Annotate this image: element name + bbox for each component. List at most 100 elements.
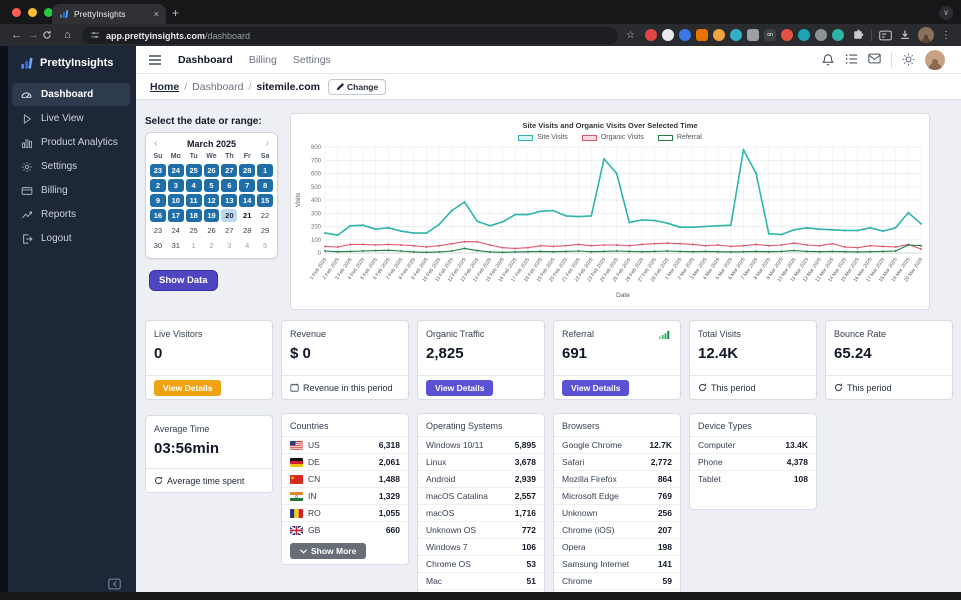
sidebar-item-dashboard[interactable]: Dashboard bbox=[12, 83, 130, 106]
sidebar-item-billing[interactable]: Billing bbox=[12, 179, 130, 202]
browser-tab[interactable]: PrettyInsights × bbox=[52, 4, 166, 24]
calendar-day[interactable]: 25 bbox=[185, 164, 202, 177]
calendar-day[interactable]: 18 bbox=[185, 209, 202, 222]
extension-icon[interactable] bbox=[797, 29, 810, 41]
show-data-button[interactable]: Show Data bbox=[149, 270, 218, 291]
extensions-puzzle-icon[interactable] bbox=[852, 29, 864, 41]
view-details-button[interactable]: View Details bbox=[154, 379, 222, 396]
calendar-day[interactable]: 31 bbox=[171, 241, 180, 250]
calendar-day[interactable]: 27 bbox=[225, 226, 234, 235]
downloads-icon[interactable] bbox=[899, 29, 911, 41]
bookmark-star-icon[interactable]: ☆ bbox=[626, 29, 635, 41]
window-controls[interactable] bbox=[12, 8, 53, 17]
view-details-button[interactable]: View Details bbox=[562, 379, 630, 396]
calendar-prev-icon[interactable]: ‹ bbox=[154, 138, 158, 149]
extension-icon[interactable] bbox=[746, 29, 759, 41]
sidebar-item-reports[interactable]: Reports bbox=[12, 203, 130, 226]
calendar-day[interactable]: 26 bbox=[207, 226, 216, 235]
calendar-day[interactable]: 2 bbox=[150, 179, 166, 192]
calendar-day[interactable]: 19 bbox=[203, 209, 220, 222]
extension-icon[interactable] bbox=[678, 29, 691, 41]
calendar-day[interactable]: 10 bbox=[167, 194, 184, 207]
change-site-button[interactable]: Change bbox=[328, 78, 387, 95]
calendar-day[interactable]: 29 bbox=[260, 226, 270, 235]
calendar-day[interactable]: 22 bbox=[260, 211, 270, 220]
extension-icon[interactable] bbox=[729, 29, 742, 41]
brand[interactable]: PrettyInsights bbox=[20, 56, 113, 70]
show-more-button[interactable]: Show More bbox=[290, 543, 367, 559]
calendar-day[interactable]: 12 bbox=[203, 194, 220, 207]
profile-badge-icon[interactable] bbox=[879, 30, 892, 41]
hamburger-icon[interactable] bbox=[148, 54, 162, 66]
calendar-next-icon[interactable]: › bbox=[265, 138, 269, 149]
calendar-day[interactable]: 5 bbox=[262, 241, 268, 250]
calendar-day[interactable]: 2 bbox=[209, 241, 214, 250]
close-window-button[interactable] bbox=[12, 8, 21, 17]
home-icon[interactable]: ⌂ bbox=[64, 29, 71, 41]
calendar-day[interactable]: 27 bbox=[221, 164, 238, 177]
zoom-window-button[interactable] bbox=[44, 8, 53, 17]
calendar-day[interactable]: 30 bbox=[153, 241, 163, 250]
forward-icon[interactable]: → bbox=[28, 29, 39, 41]
sidebar-collapse-icon[interactable] bbox=[108, 578, 121, 590]
calendar-day[interactable]: 21 bbox=[243, 211, 252, 220]
calendar-day[interactable]: 1 bbox=[191, 241, 196, 250]
address-bar[interactable]: app.prettyinsights.com/dashboard bbox=[82, 26, 618, 44]
calendar-day[interactable]: 7 bbox=[239, 179, 256, 192]
reload-icon[interactable] bbox=[42, 30, 59, 40]
extension-icon[interactable] bbox=[712, 29, 725, 41]
calendar-day[interactable]: 4 bbox=[185, 179, 202, 192]
bell-icon[interactable] bbox=[822, 53, 835, 66]
calendar-day[interactable]: 14 bbox=[239, 194, 256, 207]
calendar-day[interactable]: 28 bbox=[239, 164, 256, 177]
nav-link-dashboard[interactable]: Dashboard bbox=[178, 53, 233, 66]
calendar-day[interactable]: 9 bbox=[150, 194, 166, 207]
calendar-day[interactable]: 20 bbox=[221, 209, 238, 222]
tab-close-icon[interactable]: × bbox=[153, 9, 159, 19]
user-avatar[interactable] bbox=[925, 49, 945, 70]
calendar-day[interactable]: 26 bbox=[203, 164, 220, 177]
nav-link-settings[interactable]: Settings bbox=[292, 53, 331, 66]
calendar-day[interactable]: 11 bbox=[185, 194, 202, 207]
extension-icon[interactable] bbox=[695, 29, 708, 41]
extension-icon[interactable] bbox=[644, 29, 657, 41]
extension-icon[interactable] bbox=[831, 29, 844, 41]
theme-sun-icon[interactable] bbox=[902, 53, 915, 66]
calendar-day[interactable]: 3 bbox=[167, 179, 184, 192]
calendar-day[interactable]: 1 bbox=[257, 164, 273, 177]
browser-profile-avatar[interactable] bbox=[917, 27, 934, 43]
calendar-day[interactable]: 5 bbox=[203, 179, 220, 192]
calendar-day[interactable]: 8 bbox=[257, 179, 273, 192]
sidebar-item-product-analytics[interactable]: Product Analytics bbox=[12, 131, 130, 154]
tab-search-chevron-icon[interactable]: ∨ bbox=[939, 6, 953, 20]
extension-icon[interactable] bbox=[661, 29, 674, 41]
calendar-day[interactable]: 28 bbox=[243, 226, 252, 235]
breadcrumb-section[interactable]: Dashboard bbox=[192, 80, 244, 93]
browser-menu-icon[interactable]: ⋮ bbox=[940, 29, 951, 41]
sidebar-item-logout[interactable]: Logout bbox=[12, 227, 130, 250]
sidebar-item-live-view[interactable]: Live View bbox=[12, 107, 130, 130]
calendar-day[interactable]: 13 bbox=[221, 194, 238, 207]
mail-icon[interactable] bbox=[868, 53, 881, 66]
tasks-list-icon[interactable] bbox=[845, 53, 858, 66]
calendar-day[interactable]: 17 bbox=[167, 209, 184, 222]
calendar-day[interactable]: 24 bbox=[171, 226, 180, 235]
calendar-day[interactable]: 25 bbox=[189, 226, 198, 235]
calendar-day[interactable]: 15 bbox=[257, 194, 273, 207]
calendar-day[interactable]: 24 bbox=[167, 164, 184, 177]
back-icon[interactable]: ← bbox=[11, 29, 22, 41]
calendar-day[interactable]: 23 bbox=[153, 226, 163, 235]
site-info-icon[interactable] bbox=[90, 30, 100, 40]
new-tab-button[interactable]: + bbox=[172, 6, 180, 20]
sidebar-item-settings[interactable]: Settings bbox=[12, 155, 130, 178]
view-details-button[interactable]: View Details bbox=[426, 379, 494, 396]
breadcrumb-home-link[interactable]: Home bbox=[150, 80, 180, 93]
nav-link-billing[interactable]: Billing bbox=[248, 53, 277, 66]
calendar-day[interactable]: 3 bbox=[227, 241, 232, 250]
extension-icon[interactable] bbox=[814, 29, 827, 41]
minimize-window-button[interactable] bbox=[28, 8, 37, 17]
extension-icon[interactable] bbox=[780, 29, 793, 41]
calendar-day[interactable]: 16 bbox=[150, 209, 166, 222]
calendar-day[interactable]: 4 bbox=[245, 241, 250, 250]
calendar-day[interactable]: 6 bbox=[221, 179, 238, 192]
